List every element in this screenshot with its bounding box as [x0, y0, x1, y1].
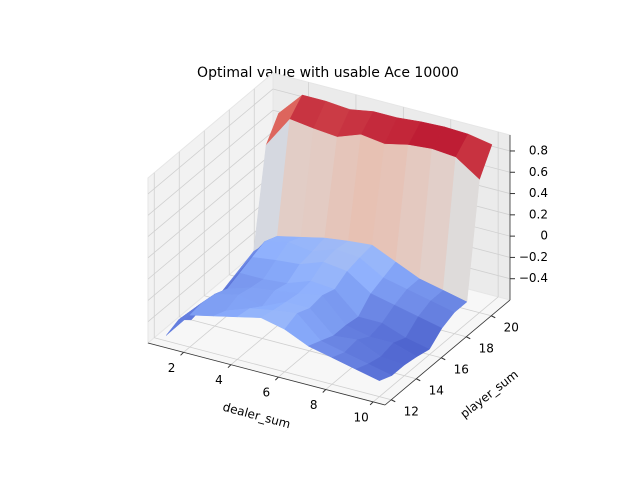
tick-mark: [322, 389, 327, 393]
z-tick-label: −0.2: [519, 250, 548, 264]
tick-mark: [391, 399, 396, 403]
y-tick-label: 18: [479, 341, 494, 355]
x-tick-label: 8: [310, 398, 318, 412]
axis-line: [384, 299, 511, 406]
y-tick-label: 16: [454, 362, 469, 376]
x-axis-label: dealer_sum: [221, 400, 292, 432]
y-tick-label: 20: [504, 320, 519, 334]
tick-mark: [227, 364, 232, 369]
y-tick-label: 14: [429, 383, 444, 397]
tick-mark: [491, 315, 496, 319]
chart-title: Optimal value with usable Ace 10000: [197, 65, 459, 81]
grid-line: [147, 195, 274, 301]
grid-line: [147, 109, 274, 216]
z-tick-label: 0.2: [529, 207, 548, 221]
tick-mark: [369, 401, 374, 406]
x-tick-label: 4: [215, 373, 223, 387]
axis-line: [147, 342, 386, 406]
x-tick-label: 6: [263, 386, 271, 400]
grid-line: [147, 152, 274, 259]
grid-line: [372, 296, 499, 403]
z-tick-label: 0: [540, 229, 548, 243]
tick-mark: [441, 357, 446, 361]
z-tick-label: 0.6: [529, 165, 548, 179]
z-tick-label: −0.4: [519, 271, 548, 285]
x-tick-label: 10: [354, 410, 369, 424]
grid-line: [154, 337, 392, 401]
surface-patch: [355, 363, 393, 381]
grid-line: [147, 216, 274, 323]
grid-line: [147, 88, 274, 195]
tick-mark: [416, 378, 421, 382]
tick-mark: [466, 336, 471, 340]
tick-mark: [274, 376, 279, 381]
x-tick-label: 2: [168, 361, 176, 375]
grid-line: [147, 173, 274, 280]
y-tick-label: 12: [404, 404, 419, 418]
grid-line: [147, 131, 274, 237]
z-tick-label: 0.4: [529, 186, 548, 200]
z-tick-label: 0.8: [529, 143, 548, 157]
tick-mark: [180, 351, 184, 356]
